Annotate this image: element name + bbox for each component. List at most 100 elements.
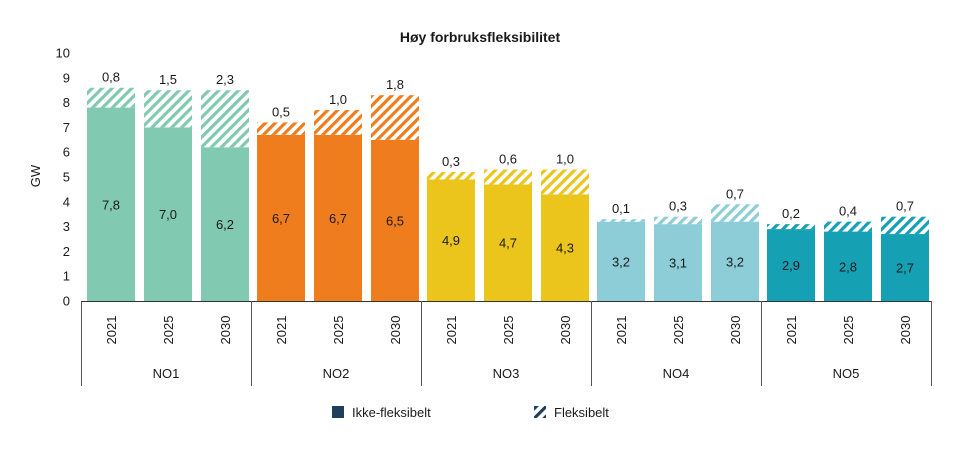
bar-flex [201,90,249,148]
bar-flex-value-label: 0,1 [612,201,630,216]
bar-base [824,231,872,301]
x-tick-label-year: 2030 [898,316,913,345]
bar-flex [824,221,872,232]
legend-swatch [332,406,344,418]
y-tick-label: 4 [63,194,70,209]
bar-base-value-label: 6,7 [272,211,290,226]
y-tick-label: 3 [63,219,70,234]
bar-flex [767,224,815,230]
bar-flex [371,95,419,140]
y-axis-ticks: 0 1 2 3 4 5 6 7 8 9 10 [56,46,70,309]
bar-base-value-label: 4,7 [499,236,517,251]
bar-flex-value-label: 0,6 [499,152,517,167]
x-tick-label-year: 2030 [558,316,573,345]
bars-layer: 7,8 0,8 7,0 1,5 6,2 2,3 6,7 0,5 6,7 1,0 6,5 1,8 4,9 0… [87,70,929,302]
x-tick-label-year: 2025 [331,316,346,345]
bar-flex [541,169,589,195]
bar-flex [711,204,759,222]
x-tick-label-year: 2030 [388,316,403,345]
legend: Ikke-fleksibelt Fleksibelt [332,405,609,420]
y-tick-label: 1 [63,269,70,284]
bar-flex-value-label: 1,8 [386,77,404,92]
bar-flex [257,122,305,135]
bar-base [711,221,759,301]
bar-base [371,139,419,301]
bar-flex [597,219,645,222]
x-group-label: NO1 [153,366,180,381]
x-tick-label-year: 2025 [671,316,686,345]
bar-flex [881,216,929,235]
x-tick-label-year: 2030 [218,316,233,345]
bar-base-value-label: 4,3 [556,241,574,256]
bar-flex [87,87,135,108]
bar-base [881,234,929,301]
bar-base-value-label: 3,2 [612,254,630,269]
bar-flex-value-label: 0,5 [272,104,290,119]
bar-base [87,107,135,301]
bar-base [597,221,645,301]
bar-base-value-label: 2,8 [839,259,857,274]
x-group-label: NO2 [323,366,350,381]
x-tick-label-year: 2025 [161,316,176,345]
x-tick-label-year: 2021 [444,316,459,345]
bar-base-value-label: 2,7 [896,261,914,276]
bar-base [257,134,305,301]
bar-flex-value-label: 0,2 [782,206,800,221]
bar-base-value-label: 7,0 [159,207,177,222]
bar-base [767,229,815,301]
bar-base-value-label: 6,2 [216,217,234,232]
bar-base-value-label: 6,7 [329,211,347,226]
legend-swatch [534,406,546,418]
legend-label: Fleksibelt [554,405,609,420]
bar-flex [484,169,532,185]
bar-base-value-label: 6,5 [386,213,404,228]
bar-flex-value-label: 1,5 [159,72,177,87]
bar-flex [144,90,192,128]
y-tick-label: 9 [63,70,70,85]
bar-flex-value-label: 0,8 [102,70,120,85]
x-group-label: NO3 [493,366,520,381]
x-tick-label-year: 2025 [841,316,856,345]
x-tick-label-year: 2025 [501,316,516,345]
bar-flex-value-label: 0,7 [726,186,744,201]
x-tick-label-year: 2021 [784,316,799,345]
y-tick-label: 6 [63,145,70,160]
bar-base [654,224,702,301]
bar-base [144,127,192,302]
y-tick-label: 7 [63,120,70,135]
x-tick-label-year: 2021 [274,316,289,345]
x-axis: 2021 2025 2030 NO1 2021 2025 2030 NO2 2021 2025 20… [81,301,932,386]
bar-base-value-label: 7,8 [102,197,120,212]
y-tick-label: 2 [63,244,70,259]
x-tick-label-year: 2021 [614,316,629,345]
bar-flex [654,216,702,225]
bar-flex-value-label: 2,3 [216,72,234,87]
y-tick-label: 5 [63,170,70,185]
y-tick-label: 0 [63,294,70,309]
bar-flex-value-label: 0,4 [839,204,857,219]
bar-base [427,179,475,301]
chart-title: Høy forbruksfleksibilitet [400,29,561,45]
bar-flex-value-label: 1,0 [329,92,347,107]
bar-base [314,134,362,301]
x-tick-label-year: 2030 [728,316,743,345]
x-tick-label-year: 2021 [104,316,119,345]
x-group-label: NO5 [833,366,860,381]
bar-flex-value-label: 1,0 [556,152,574,167]
y-axis-label: GW [28,164,43,187]
bar-base-value-label: 3,1 [669,256,687,271]
y-tick-label: 8 [63,95,70,110]
x-group-label: NO4 [663,366,690,381]
bar-flex [427,172,475,180]
bar-base-value-label: 4,9 [442,233,460,248]
bar-flex-value-label: 0,3 [669,199,687,214]
bar-base [201,147,249,301]
y-tick-label: 10 [56,46,70,61]
bar-flex-value-label: 0,7 [896,199,914,214]
bar-base [541,194,589,301]
bar-base-value-label: 3,2 [726,254,744,269]
legend-label: Ikke-fleksibelt [352,405,431,420]
bar-flex [314,110,362,135]
